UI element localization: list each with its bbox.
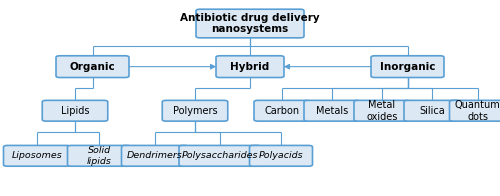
FancyBboxPatch shape (354, 100, 410, 121)
Text: Carbon: Carbon (264, 106, 300, 116)
Text: Quantum
dots: Quantum dots (454, 100, 500, 122)
FancyBboxPatch shape (42, 100, 108, 121)
FancyBboxPatch shape (404, 100, 460, 121)
FancyBboxPatch shape (371, 56, 444, 77)
FancyBboxPatch shape (304, 100, 360, 121)
FancyBboxPatch shape (179, 145, 261, 166)
Text: Antibiotic drug delivery
nanosystems: Antibiotic drug delivery nanosystems (180, 13, 320, 34)
FancyBboxPatch shape (254, 100, 310, 121)
FancyBboxPatch shape (4, 145, 70, 166)
Text: Silica: Silica (419, 106, 445, 116)
FancyBboxPatch shape (216, 56, 284, 77)
Text: Solid
lipids: Solid lipids (86, 146, 112, 165)
Text: Organic: Organic (70, 62, 116, 72)
FancyBboxPatch shape (162, 100, 228, 121)
Text: Liposomes: Liposomes (12, 151, 63, 160)
Text: Metals: Metals (316, 106, 348, 116)
Text: Polysaccharides: Polysaccharides (182, 151, 258, 160)
FancyBboxPatch shape (450, 100, 500, 121)
Text: Polyacids: Polyacids (258, 151, 304, 160)
Text: Hybrid: Hybrid (230, 62, 270, 72)
Text: Dendrimers: Dendrimers (127, 151, 183, 160)
Text: Lipids: Lipids (61, 106, 89, 116)
FancyBboxPatch shape (250, 145, 312, 166)
FancyBboxPatch shape (68, 145, 130, 166)
FancyBboxPatch shape (122, 145, 188, 166)
Text: Inorganic: Inorganic (380, 62, 435, 72)
FancyBboxPatch shape (56, 56, 129, 77)
FancyBboxPatch shape (196, 9, 304, 38)
Text: Metal
oxides: Metal oxides (366, 100, 398, 122)
Text: Polymers: Polymers (172, 106, 218, 116)
